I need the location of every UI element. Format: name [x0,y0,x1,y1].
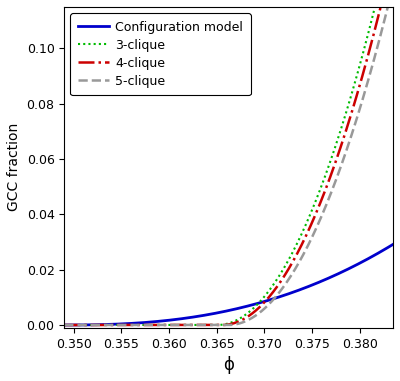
5-clique [345,145,350,150]
Line: 4-clique: 4-clique [64,0,393,325]
Configuration model [62,323,67,327]
4-clique [62,323,67,327]
4-clique [253,309,258,313]
4-clique [311,216,316,221]
Configuration model [253,302,258,306]
Legend: Configuration model, 3-clique, 4-clique, 5-clique: Configuration model, 3-clique, 4-clique,… [70,13,251,95]
5-clique [253,314,258,318]
3-clique [311,204,316,208]
Configuration model [345,267,350,272]
Line: Configuration model: Configuration model [64,244,393,325]
Configuration model [391,242,396,247]
5-clique [271,297,276,301]
3-clique [62,323,67,327]
4-clique [271,289,276,293]
4-clique [82,323,87,327]
5-clique [62,323,67,327]
Line: 5-clique: 5-clique [64,0,393,325]
3-clique [262,295,266,299]
Y-axis label: GCC fraction: GCC fraction [7,123,21,211]
X-axis label: ϕ: ϕ [223,356,234,374]
Configuration model [262,299,266,304]
3-clique [271,282,276,287]
3-clique [253,304,258,309]
Configuration model [82,323,87,327]
5-clique [82,323,87,327]
5-clique [311,232,316,236]
4-clique [345,124,350,129]
3-clique [345,106,350,110]
Configuration model [271,296,276,301]
Configuration model [311,282,316,287]
4-clique [262,301,266,305]
3-clique [82,323,87,327]
Line: 3-clique: 3-clique [64,0,393,325]
5-clique [262,307,266,311]
